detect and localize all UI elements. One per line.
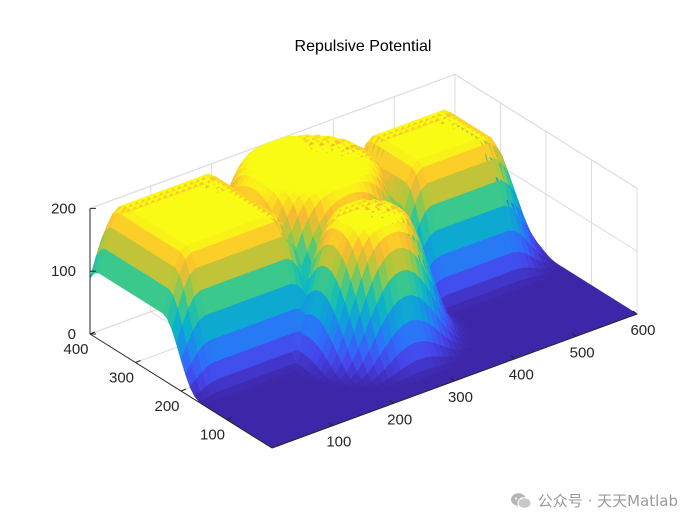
y-tick-label: 400 — [63, 341, 88, 358]
y-tick-mark — [135, 360, 141, 363]
x-tick-label: 400 — [509, 367, 534, 384]
z-tick-label: 200 — [51, 200, 76, 217]
watermark-text: 公众号 · 天天Matlab — [537, 492, 678, 510]
y-tick-label: 100 — [200, 427, 225, 444]
x-tick-mark — [450, 377, 455, 382]
surface-layer — [89, 109, 638, 449]
grid-line-z — [89, 73, 638, 209]
axis-layer — [89, 207, 638, 449]
x-tick-mark — [328, 422, 334, 427]
wechat-icon — [510, 492, 532, 509]
x-tick-mark — [571, 332, 577, 337]
x-tick-label: 200 — [387, 411, 412, 428]
x-tick-label: 100 — [326, 434, 351, 451]
x-tick-mark — [632, 310, 638, 315]
x-tick-label: 500 — [570, 344, 595, 361]
y-tick-label: 300 — [109, 370, 134, 387]
x-tick-mark — [389, 399, 394, 404]
y-tick-label: 200 — [154, 398, 179, 415]
y-tick-mark — [180, 388, 187, 392]
x-tick-label: 300 — [448, 389, 473, 406]
chart-title: Repulsive Potential — [295, 38, 432, 55]
z-tick-label: 100 — [51, 263, 76, 280]
z-tick-label: 0 — [68, 326, 76, 343]
watermark: 公众号 · 天天Matlab — [510, 490, 678, 511]
x-tick-label: 600 — [630, 322, 655, 339]
y-tick-mark — [226, 417, 232, 420]
x-tick-mark — [511, 355, 516, 360]
